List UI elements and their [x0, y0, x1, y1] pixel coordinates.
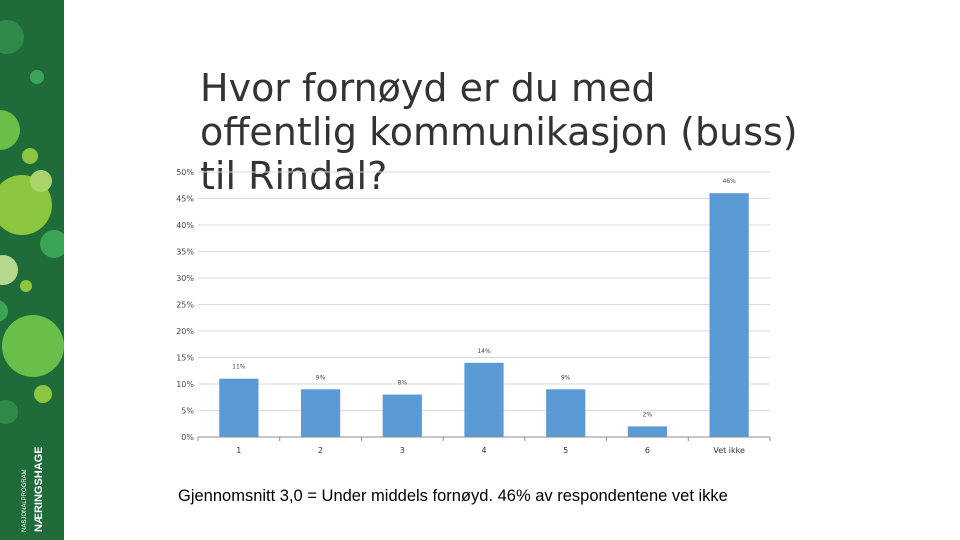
x-category-label: 6 — [645, 446, 650, 455]
y-tick-label: 20% — [176, 327, 194, 336]
y-tick-label: 10% — [176, 380, 194, 389]
y-tick-label: 35% — [176, 248, 194, 257]
brand-line1: NASJONALPROGRAM — [22, 469, 28, 532]
y-tick-label: 25% — [176, 301, 194, 310]
data-labels: 11% 9% 8% 14% 9% 2% 46% — [232, 178, 736, 418]
y-tick-label: 15% — [176, 354, 194, 363]
bar — [627, 426, 668, 437]
bar — [300, 389, 341, 437]
x-category-label: 2 — [318, 446, 323, 455]
data-label: 2% — [643, 411, 653, 418]
decorative-dot — [0, 400, 18, 424]
slide-title: Hvor fornøyd er du med offentlig kommuni… — [200, 66, 798, 198]
footnote: Gjennomsnitt 3,0 = Under middels fornøyd… — [178, 487, 728, 505]
y-tick-label: 0% — [181, 433, 194, 442]
data-label: 11% — [232, 364, 246, 371]
decorative-dot — [2, 315, 64, 377]
decorative-dot — [0, 255, 18, 285]
y-tick-label: 40% — [176, 221, 194, 230]
y-tick-label: 30% — [176, 274, 194, 283]
decorative-dot — [30, 70, 44, 84]
decorative-dot — [0, 110, 20, 150]
decorative-dot — [30, 170, 52, 192]
bar — [546, 389, 586, 437]
brand-line2: NÆRINGSHAGE — [33, 446, 45, 532]
data-label: 9% — [316, 374, 326, 381]
data-label: 8% — [398, 380, 408, 387]
decorative-dot — [20, 280, 32, 292]
decorative-dot — [0, 300, 8, 322]
x-category-label: 1 — [236, 446, 241, 455]
gridlines — [198, 171, 770, 411]
y-tick-label: 45% — [176, 195, 194, 204]
bar-chart-svg: 0%5%10%15%20%25%30%35%40%45%50% 11%9%8%1… — [176, 168, 771, 455]
decorative-dot — [22, 148, 38, 164]
x-category-label: Vet ikke — [713, 446, 745, 455]
decorative-dot — [40, 230, 64, 258]
bar — [219, 378, 259, 437]
bars — [219, 193, 749, 437]
y-axis-ticks: 0% 5% 10% 15% 20% 25% 30% 35% 40% 45% 50% — [176, 168, 194, 442]
decorative-dot — [34, 385, 52, 403]
bar — [382, 394, 422, 437]
decorative-sidebar: NASJONALPROGRAM NÆRINGSHAGE — [0, 0, 64, 540]
decorative-dot — [0, 20, 24, 54]
data-label: 9% — [561, 374, 571, 381]
x-axis-categories: 1 2 3 4 5 6 Vet ikke — [197, 437, 771, 455]
bar — [464, 362, 504, 437]
x-category-label: 3 — [400, 446, 405, 455]
brand-logo: NASJONALPROGRAM NÆRINGSHAGE — [14, 420, 54, 535]
bar-chart: 0% 5% 10% 15% 20% 25% 30% 35% 40% 45% 50% 11% 9% 8% 1… — [150, 160, 780, 465]
data-label: 46% — [722, 178, 736, 185]
y-tick-label: 5% — [181, 407, 194, 416]
x-category-label: 5 — [563, 446, 568, 455]
bar — [709, 193, 749, 437]
brand-wordmark: NASJONALPROGRAM NÆRINGSHAGE — [22, 446, 45, 532]
data-label: 14% — [477, 348, 491, 355]
x-category-label: 4 — [481, 446, 486, 455]
y-tick-label: 50% — [176, 168, 194, 177]
